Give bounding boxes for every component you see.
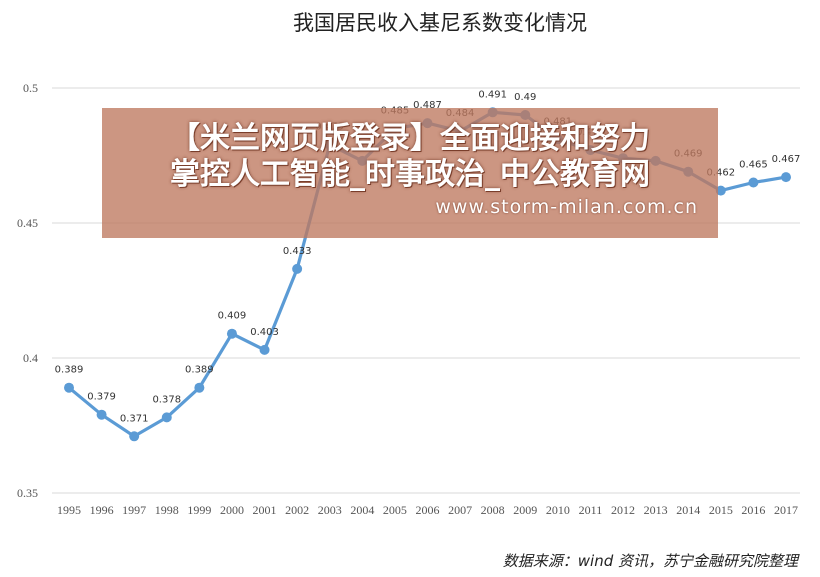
watermark-overlay: 【米兰网页版登录】全面迎接和努力 掌控人工智能_时事政治_中公教育网 www.s…: [102, 108, 718, 238]
y-axis: 0.35 0.4 0.45 0.5: [17, 81, 38, 500]
y-tick-label: 0.35: [17, 486, 38, 500]
x-tick-label: 2005: [383, 503, 407, 517]
data-point: [748, 177, 759, 188]
watermark-line-1: 【米兰网页版登录】全面迎接和努力: [170, 121, 650, 156]
x-tick-label: 2007: [448, 503, 472, 517]
data-point: [64, 382, 74, 393]
data-label: 0.378: [152, 394, 181, 405]
x-tick-label: 2013: [644, 503, 668, 517]
data-label: 0.409: [218, 311, 247, 322]
x-tick-label: 2014: [676, 503, 700, 517]
data-point: [194, 382, 205, 393]
data-label: 0.371: [120, 413, 149, 424]
data-label: 0.433: [283, 246, 312, 257]
source-note: 数据来源：wind 资讯，苏宁金融研究院整理: [503, 552, 800, 570]
chart-title: 我国居民收入基尼系数变化情况: [293, 11, 587, 35]
data-point: [781, 172, 791, 183]
x-tick-label: 2010: [546, 503, 570, 517]
x-tick-label: 2000: [220, 503, 244, 517]
x-tick-label: 2011: [579, 503, 603, 517]
x-tick-label: 2016: [741, 503, 765, 517]
x-tick-label: 2008: [481, 503, 505, 517]
data-point: [292, 263, 303, 274]
data-label: 0.403: [250, 327, 279, 338]
data-point: [129, 431, 140, 442]
x-tick-label: 2004: [350, 503, 374, 517]
watermark-line-2: 掌控人工智能_时事政治_中公教育网: [170, 157, 650, 192]
x-tick-label: 2001: [253, 503, 277, 517]
x-tick-label: 1995: [57, 503, 81, 517]
data-label: 0.487: [413, 100, 442, 111]
x-tick-label: 2012: [611, 503, 635, 517]
data-label: 0.379: [87, 392, 116, 403]
y-tick-label: 0.4: [23, 351, 38, 365]
watermark-url: www.storm-milan.com.cn: [435, 196, 698, 218]
x-tick-label: 2015: [709, 503, 733, 517]
data-label: 0.467: [772, 154, 801, 165]
x-tick-label: 2002: [285, 503, 309, 517]
data-label: 0.389: [55, 365, 84, 376]
x-axis: 1995 1996 1997 1998 1999 2000 2001 2002 2003 2004…: [57, 503, 798, 517]
data-label: 0.389: [185, 365, 214, 376]
data-point: [226, 328, 237, 339]
data-point: [259, 344, 270, 355]
data-point: [161, 412, 172, 423]
data-label: 0.49: [514, 92, 536, 103]
x-tick-label: 1999: [187, 503, 211, 517]
data-label: 0.465: [739, 160, 768, 171]
x-tick-label: 1998: [155, 503, 179, 517]
x-tick-label: 2003: [318, 503, 342, 517]
y-tick-label: 0.5: [23, 81, 38, 95]
x-tick-label: 1996: [90, 503, 114, 517]
data-label: 0.491: [478, 89, 507, 100]
data-label: 0.462: [706, 168, 735, 179]
x-tick-label: 2006: [416, 503, 440, 517]
x-tick-label: 2009: [513, 503, 537, 517]
x-tick-label: 2017: [774, 503, 798, 517]
data-point: [715, 185, 726, 196]
y-tick-label: 0.45: [17, 216, 38, 230]
x-tick-label: 1997: [122, 503, 146, 517]
data-point: [96, 409, 107, 420]
